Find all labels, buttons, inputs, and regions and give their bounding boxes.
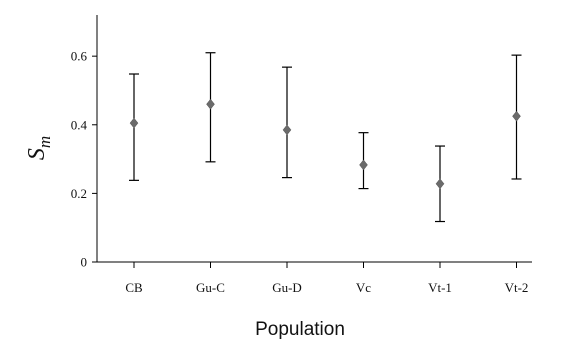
svg-text:Sm: Sm [24,136,54,160]
data-point-marker [359,159,368,171]
x-tick-label: Gu-C [196,280,225,295]
y-axis-title: Sm [24,136,54,160]
x-tick-label: CB [125,280,143,295]
data-point-marker [282,124,292,136]
data-point-group [358,132,369,190]
y-tick-label: 0.6 [71,49,88,64]
x-ticks: CB Gu-C Gu-D Vc Vt-1 Vt-2 [125,262,528,295]
x-axis-title: Population [255,319,345,340]
y-tick-label: 0.2 [71,186,87,201]
x-tick-label: Vt-2 [505,280,529,295]
chart-axes [96,15,532,263]
data-point-marker [435,178,445,190]
data-series [129,52,522,223]
data-point-group [511,54,522,180]
data-point-group [282,66,292,179]
y-ticks: 0 0.2 0.4 0.6 [71,49,97,270]
data-point-group [129,73,139,181]
data-point-group [205,52,216,163]
data-point-marker [129,117,139,129]
y-tick-label: 0 [81,255,88,270]
y-axis-title-main: S [24,148,50,160]
x-tick-label: Gu-D [272,280,302,295]
data-point-marker [206,98,215,110]
x-tick-label: Vc [356,280,371,295]
y-axis-title-subscript: m [35,136,54,148]
data-point-marker [512,110,521,122]
y-tick-label: 0.4 [71,117,88,132]
x-tick-label: Vt-1 [428,280,452,295]
data-point-group [435,145,445,223]
